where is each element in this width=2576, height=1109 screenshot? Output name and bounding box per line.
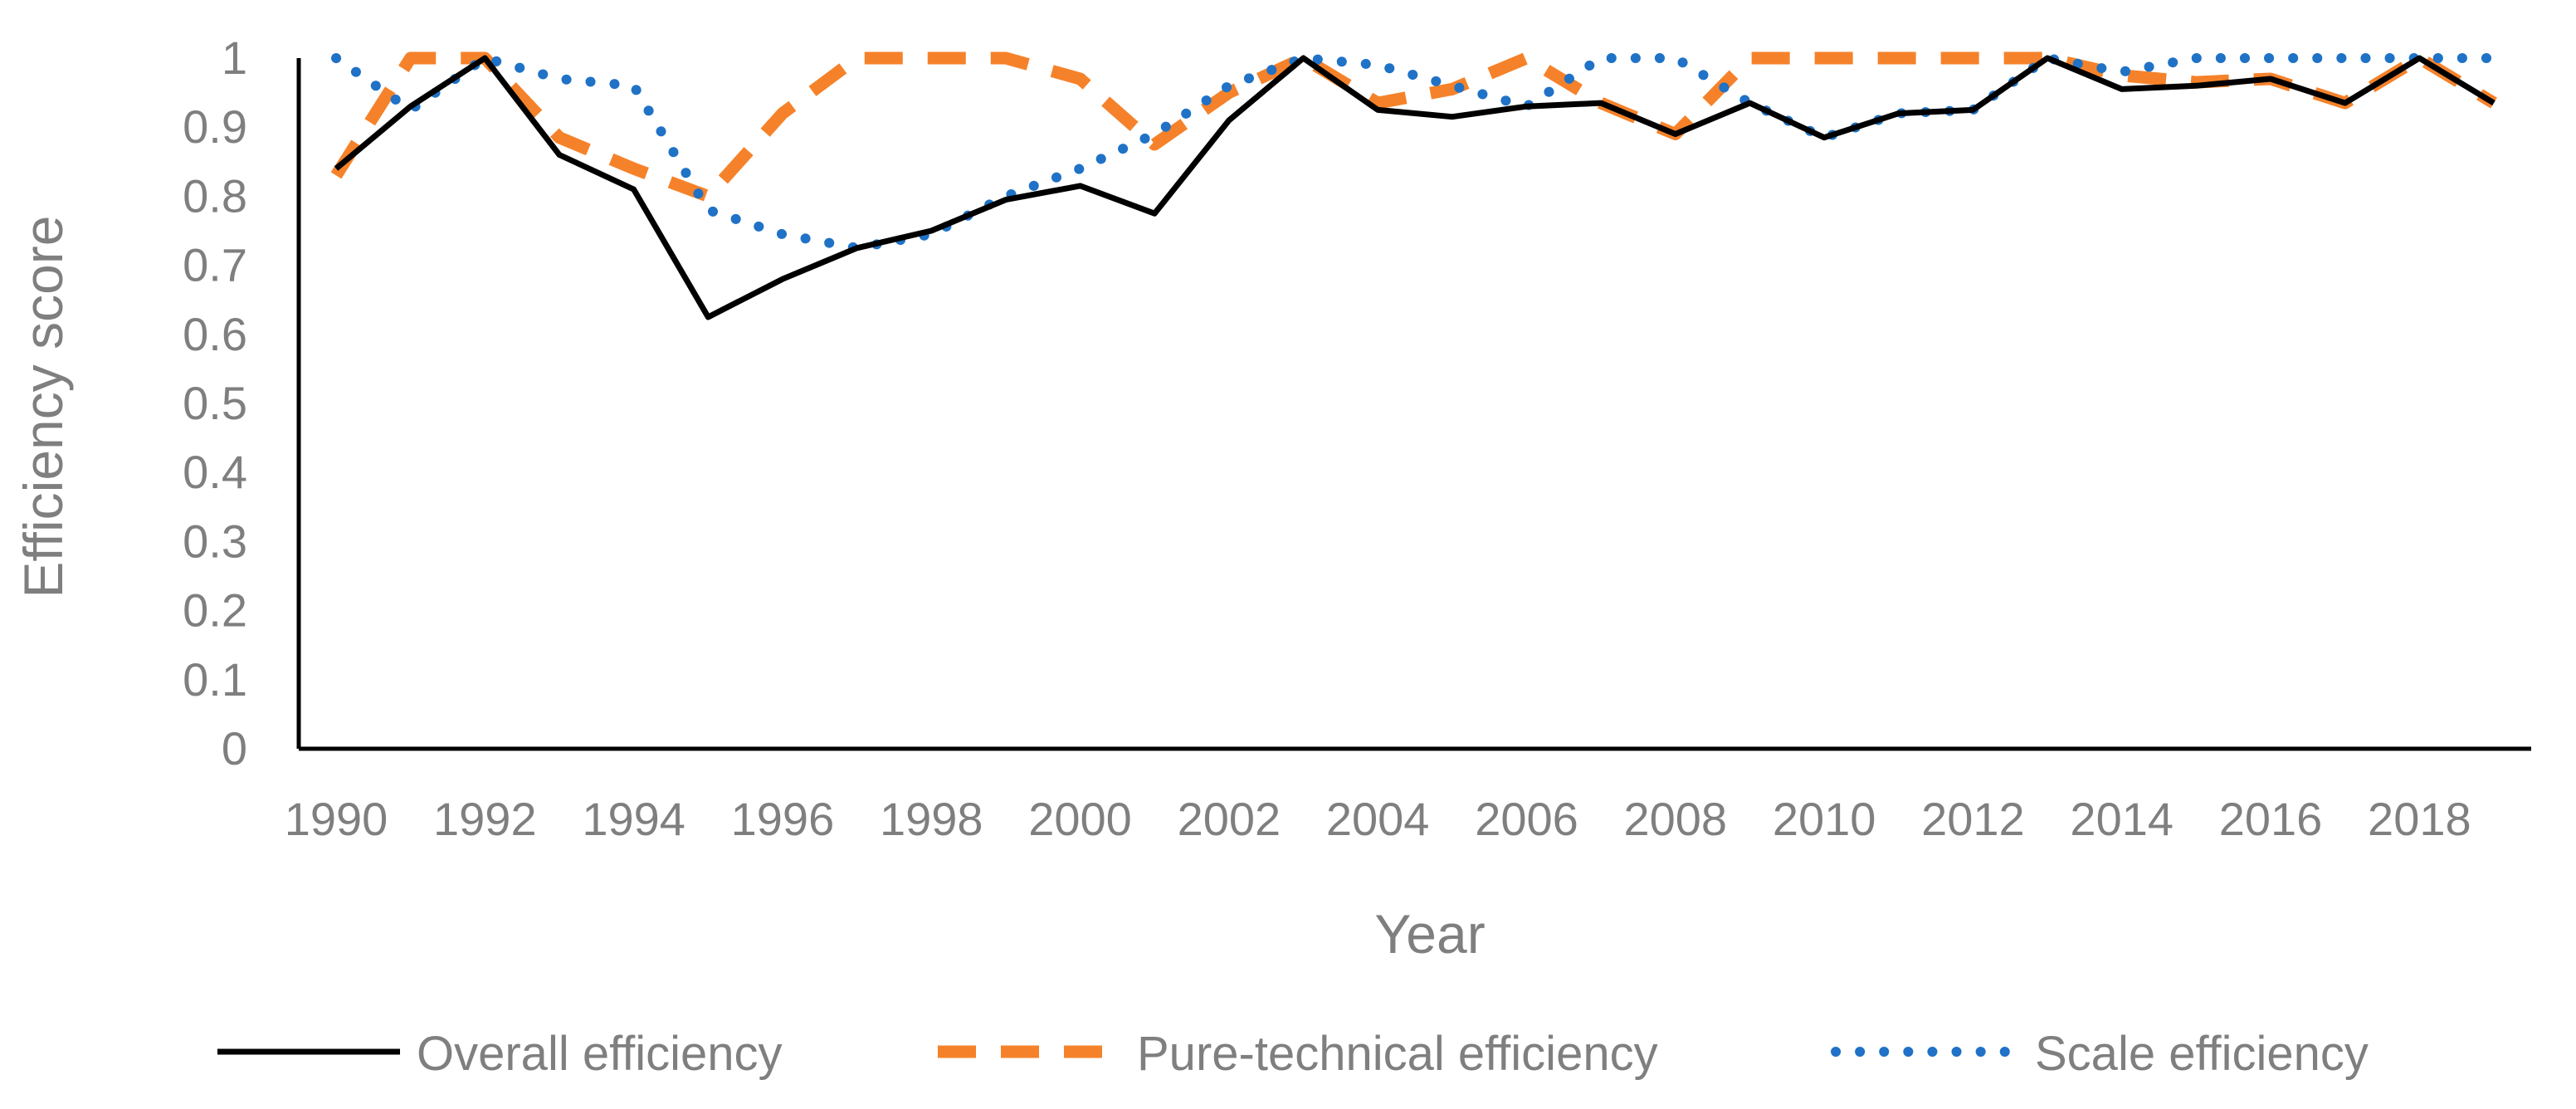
x-axis-title: Year — [1374, 903, 1485, 965]
y-tick-label: 0.1 — [183, 653, 247, 706]
x-tick-label: 1998 — [880, 793, 983, 845]
y-axis-title: Efficiency score — [12, 216, 74, 598]
x-tick-label: 1994 — [582, 793, 685, 845]
x-axis-ticks: 1990 1992 1994 1996 1998 2000 2002 2004 2006 2008… — [285, 793, 2471, 845]
series-line-scale-efficiency — [331, 53, 2499, 253]
x-tick-label: 2010 — [1773, 793, 1876, 845]
x-tick-label: 2016 — [2219, 793, 2323, 845]
y-tick-label: 0.5 — [183, 377, 247, 429]
y-tick-label: 1 — [222, 32, 247, 84]
y-tick-label: 0.8 — [183, 169, 247, 222]
x-tick-label: 2002 — [1178, 793, 1281, 845]
x-tick-label: 2008 — [1624, 793, 1728, 845]
x-tick-label: 2012 — [1921, 793, 2025, 845]
y-tick-label: 0.9 — [183, 100, 247, 153]
series-lines — [330, 51, 2499, 320]
y-tick-label: 0.2 — [183, 584, 247, 637]
x-tick-label: 2004 — [1326, 793, 1430, 845]
legend: Overall efficiency Pure-technical efficie… — [217, 1027, 2369, 1081]
y-tick-label: 0 — [222, 722, 247, 774]
x-tick-label: 1996 — [731, 793, 835, 845]
y-tick-label: 0.7 — [183, 239, 247, 291]
x-tick-label: 2000 — [1028, 793, 1132, 845]
y-axis-ticks: 0 0.1 0.2 0.3 0.4 0.5 0.6 0.7 0.8 0.9 1 — [183, 32, 247, 774]
y-tick-label: 0.4 — [183, 446, 247, 498]
x-tick-label: 1990 — [285, 793, 388, 845]
y-tick-label: 0.3 — [183, 515, 247, 567]
legend-label: Pure-technical efficiency — [1137, 1027, 1658, 1081]
x-tick-label: 2018 — [2368, 793, 2471, 845]
x-tick-label: 1992 — [433, 793, 537, 845]
x-tick-label: 2006 — [1475, 793, 1578, 845]
legend-label: Scale efficiency — [2035, 1027, 2369, 1081]
x-tick-label: 2014 — [2070, 793, 2174, 845]
legend-label: Overall efficiency — [417, 1027, 783, 1081]
y-tick-label: 0.6 — [183, 308, 247, 360]
series-line-overall-efficiency — [334, 55, 2496, 320]
